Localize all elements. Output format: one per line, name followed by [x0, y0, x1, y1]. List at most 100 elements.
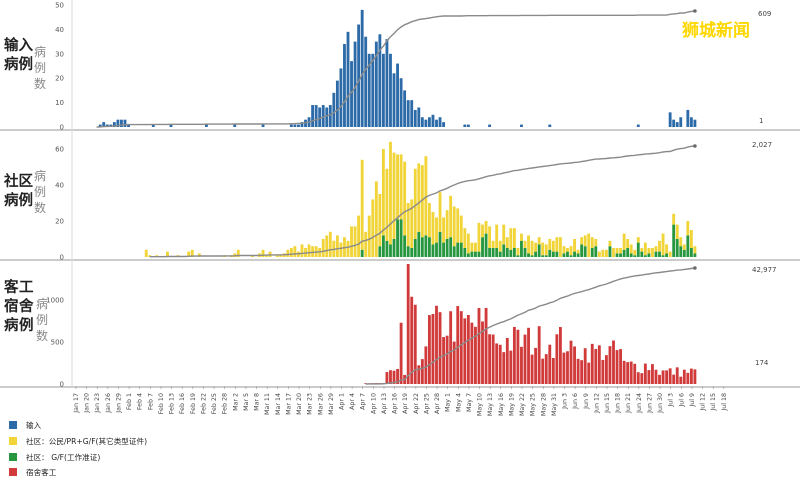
community-bar-0: [551, 251, 555, 257]
dorm-bar-0: [534, 347, 538, 384]
community-bar-0: [389, 244, 392, 257]
dorm-bar-0: [587, 362, 591, 384]
import-bar-0: [102, 122, 106, 127]
community-bar-1: [562, 246, 566, 254]
x-tick-label: May 7: [466, 393, 473, 412]
dorm-bar-0: [488, 334, 492, 384]
community-bar-1: [424, 156, 428, 236]
community-bar-1: [566, 248, 569, 252]
community-bar-1: [328, 231, 332, 257]
dorm-last-value-label: 174: [755, 359, 769, 367]
community-bar-1: [413, 168, 417, 239]
panel-dorm-title-line3a: 病: [4, 316, 19, 334]
import-bar-0: [442, 122, 445, 127]
y-tick-label: 0: [60, 254, 64, 262]
community-bar-1: [378, 194, 382, 247]
import-bar-0: [672, 119, 676, 127]
import-bar-0: [431, 114, 435, 127]
community-bar-1: [601, 249, 605, 257]
dorm-bar-0: [396, 369, 399, 384]
dorm-bar-0: [590, 343, 594, 384]
community-bar-0: [417, 231, 421, 257]
panel-import-title-line2: 病例: [4, 55, 33, 73]
x-tick-label: Jun 12: [593, 393, 600, 414]
dorm-bar-0: [505, 337, 509, 384]
community-bar-0: [661, 255, 665, 257]
community-bar-1: [477, 222, 481, 252]
dorm-bar-0: [530, 354, 534, 384]
community-bar-1: [445, 210, 449, 239]
panel-community-subtitle-1: 病: [34, 168, 46, 183]
legend-swatch-community-wp: [9, 453, 17, 461]
x-tick-label: Mar 23: [307, 393, 314, 415]
community-bar-0: [636, 242, 640, 257]
legend-label-community-wp: 社区： G/F(工作准证): [26, 452, 100, 462]
dorm-bar-0: [597, 345, 601, 384]
community-bar-0: [619, 253, 622, 257]
dorm-bar-0: [551, 358, 555, 384]
dorm-bar-0: [520, 346, 523, 384]
x-tick-label: Mar 14: [275, 393, 282, 415]
community-bar-0: [498, 251, 502, 257]
community-bar-0: [442, 242, 445, 257]
community-bar-1: [569, 246, 573, 256]
community-bar-0: [484, 233, 488, 257]
community-bar-1: [350, 226, 353, 257]
community-bar-1: [689, 230, 693, 248]
dorm-bar-0: [385, 372, 389, 384]
community-bar-0: [693, 253, 697, 257]
community-bar-1: [626, 239, 630, 248]
community-bar-1: [364, 231, 368, 257]
community-bar-0: [431, 244, 435, 257]
community-bar-1: [470, 242, 474, 252]
import-cumulative-line-end-dot: [693, 9, 697, 13]
community-bar-1: [431, 212, 435, 245]
import-bar-0: [689, 117, 693, 127]
community-bar-0: [449, 237, 453, 257]
import-bar-0: [548, 124, 552, 127]
panel-dorm-title-line3b: 例: [19, 316, 34, 334]
dorm-bar-0: [580, 360, 584, 384]
community-bar-1: [576, 249, 580, 254]
y-tick-label: 0: [60, 381, 64, 389]
community-bar-0: [495, 248, 499, 257]
import-bar-0: [300, 122, 304, 127]
community-bar-0: [474, 251, 477, 257]
x-tick-label: May 25: [530, 393, 537, 416]
dorm-bar-0: [651, 364, 654, 384]
panel-dorm-title: 客 工 宿 舍 病 例 病 例 数: [3, 278, 48, 343]
dorm-bar-0: [583, 348, 587, 384]
dorm-bar-0: [541, 358, 545, 384]
legend-swatch-community-other: [9, 437, 17, 445]
community-bar-0: [555, 251, 559, 257]
import-bar-0: [675, 122, 679, 127]
community-bar-0: [544, 255, 548, 257]
import-bar-0: [233, 124, 237, 127]
import-bar-0: [406, 100, 410, 127]
community-bar-0: [413, 239, 417, 257]
community-bar-1: [672, 213, 676, 225]
community-bar-1: [435, 217, 438, 243]
dorm-bar-0: [558, 327, 562, 384]
dorm-bars: [364, 264, 697, 384]
community-bar-0: [403, 235, 407, 257]
x-tick-label: May 31: [551, 393, 558, 416]
dorm-bar-0: [512, 326, 516, 384]
x-tick-label: Jul 12: [700, 393, 707, 412]
import-bar-0: [314, 105, 318, 127]
dorm-bar-0: [636, 372, 640, 384]
community-bar-1: [187, 251, 191, 257]
x-tick-label: Jan 26: [105, 393, 112, 414]
community-bar-1: [520, 233, 523, 241]
dorm-bar-0: [424, 346, 428, 384]
import-bar-0: [353, 41, 357, 127]
dorm-bar-0: [474, 326, 477, 384]
dorm-bar-0: [643, 363, 647, 384]
x-tick-label: Apr 4: [349, 393, 356, 410]
community-bar-1: [452, 206, 456, 247]
community-bar-1: [640, 248, 644, 252]
community-bar-0: [505, 248, 509, 257]
dorm-bar-0: [658, 374, 661, 384]
x-tick-label: Jun 6: [572, 393, 579, 410]
community-bar-1: [406, 203, 410, 247]
